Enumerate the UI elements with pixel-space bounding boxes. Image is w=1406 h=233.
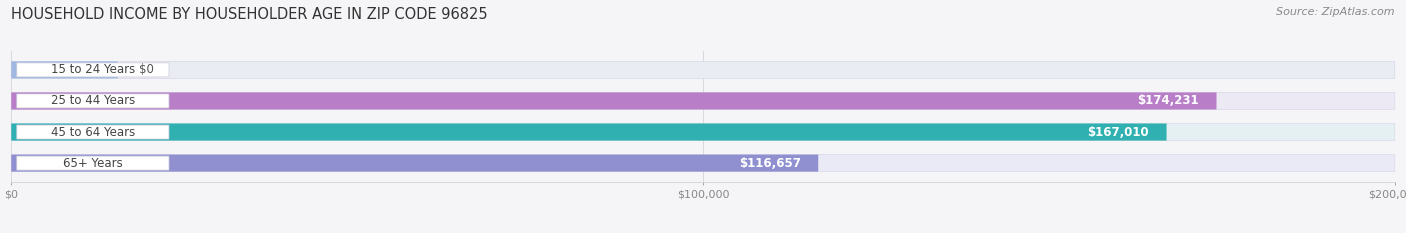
FancyBboxPatch shape <box>11 61 1395 79</box>
Text: HOUSEHOLD INCOME BY HOUSEHOLDER AGE IN ZIP CODE 96825: HOUSEHOLD INCOME BY HOUSEHOLDER AGE IN Z… <box>11 7 488 22</box>
Text: $167,010: $167,010 <box>1088 126 1149 139</box>
FancyBboxPatch shape <box>11 93 1216 110</box>
FancyBboxPatch shape <box>11 154 1395 172</box>
Text: 45 to 64 Years: 45 to 64 Years <box>51 126 135 139</box>
Text: $116,657: $116,657 <box>740 157 801 170</box>
Text: $0: $0 <box>139 63 153 76</box>
Text: $174,231: $174,231 <box>1137 94 1199 107</box>
FancyBboxPatch shape <box>17 63 169 77</box>
Text: 15 to 24 Years: 15 to 24 Years <box>51 63 135 76</box>
FancyBboxPatch shape <box>17 125 169 139</box>
FancyBboxPatch shape <box>11 154 818 172</box>
Text: 25 to 44 Years: 25 to 44 Years <box>51 94 135 107</box>
FancyBboxPatch shape <box>17 94 169 108</box>
Text: 65+ Years: 65+ Years <box>63 157 122 170</box>
FancyBboxPatch shape <box>11 61 118 79</box>
FancyBboxPatch shape <box>17 156 169 170</box>
FancyBboxPatch shape <box>11 93 1395 110</box>
Text: Source: ZipAtlas.com: Source: ZipAtlas.com <box>1277 7 1395 17</box>
FancyBboxPatch shape <box>11 123 1167 140</box>
FancyBboxPatch shape <box>11 123 1395 140</box>
